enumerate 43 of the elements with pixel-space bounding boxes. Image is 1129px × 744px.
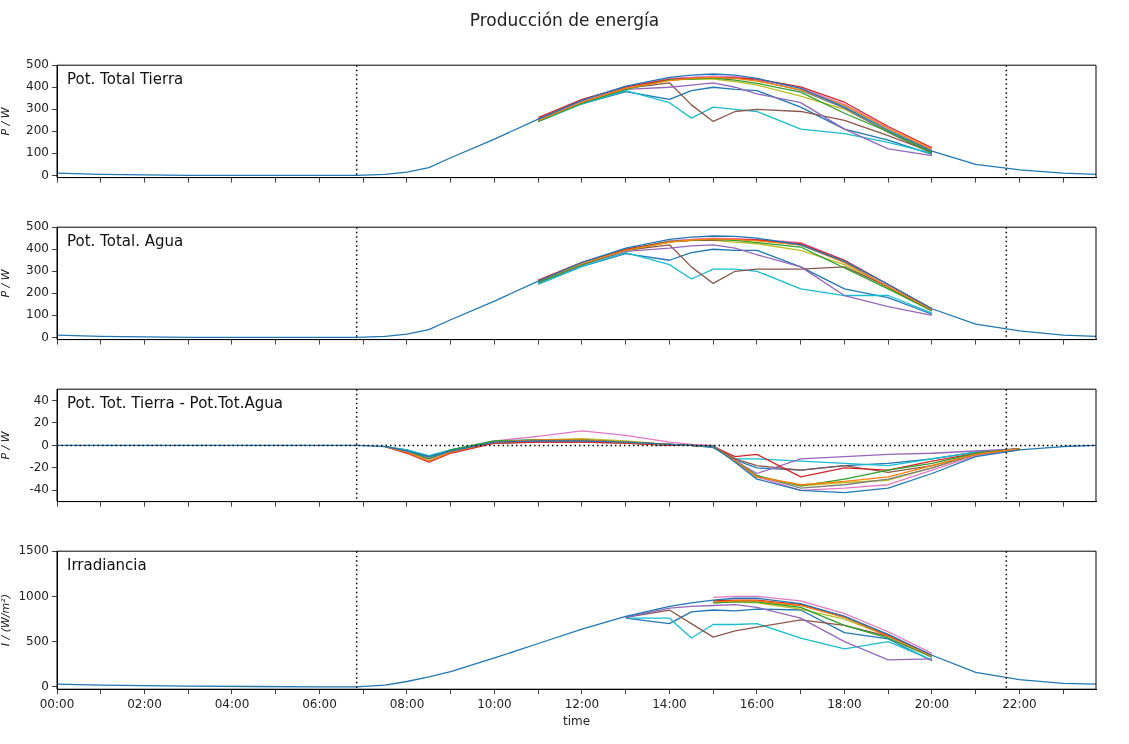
y-axis-title: P / W [0, 430, 13, 460]
x-tick-label: 20:00 [914, 696, 950, 711]
x-tick-label: 06:00 [302, 696, 337, 711]
y-axis-title: P / W [0, 268, 13, 298]
y-tick-label: 0 [41, 167, 49, 182]
annotation: Irradiancia [67, 555, 147, 574]
x-tick-label: 08:00 [389, 696, 425, 711]
y-tick-label: 100 [26, 145, 49, 160]
y-tick-label: 100 [26, 307, 49, 322]
y-tick-label: 300 [26, 101, 49, 116]
y-tick-label: 400 [26, 79, 49, 94]
y-tick-label: 0 [41, 437, 49, 452]
x-tick-label: 00:00 [39, 696, 75, 711]
y-tick-label: 1500 [18, 543, 49, 558]
y-tick-label: -20 [29, 460, 49, 475]
y-tick-label: 1000 [18, 588, 49, 603]
y-tick-label: 300 [26, 263, 49, 278]
y-tick-label: 500 [26, 219, 49, 234]
y-tick-label: 400 [26, 241, 49, 256]
x-tick-label: 22:00 [1002, 696, 1037, 711]
y-tick-label: 0 [41, 329, 49, 344]
y-tick-label: 40 [33, 392, 49, 407]
y-tick-label: 200 [26, 123, 49, 138]
y-tick-label: 20 [33, 415, 49, 430]
y-tick-label: 500 [26, 633, 49, 648]
chart-title: Producción de energía [468, 10, 661, 30]
x-tick-label: 14:00 [652, 696, 687, 711]
annotation: Pot. Total. Agua [67, 231, 184, 250]
y-axis-title: I / (W/m²) [0, 594, 13, 647]
x-tick-label: 12:00 [564, 696, 600, 711]
y-axis-title: P / W [0, 106, 13, 136]
y-tick-label: 500 [26, 57, 49, 72]
x-tick-label: 10:00 [477, 696, 512, 711]
y-tick-label: 0 [41, 679, 49, 694]
x-tick-label: 04:00 [214, 696, 250, 711]
annotation: Pot. Tot. Tierra - Pot.Tot.Agua [67, 393, 283, 412]
x-tick-label: 18:00 [827, 696, 862, 711]
y-tick-label: 200 [26, 285, 49, 300]
annotation: Pot. Total Tierra [67, 69, 184, 88]
x-tick-label: 02:00 [127, 696, 162, 711]
x-tick-label: 16:00 [739, 696, 775, 711]
x-axis-title: time [562, 713, 591, 728]
y-tick-label: -40 [29, 482, 49, 497]
